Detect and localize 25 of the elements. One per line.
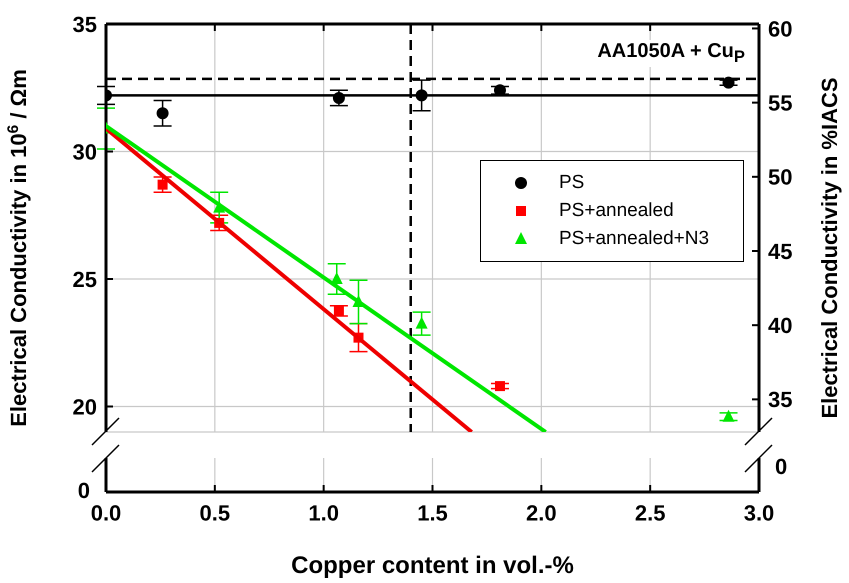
y2-tick-label: 45 (768, 238, 792, 264)
annotation: AA1050A + Cu$_{P}$ (593, 40, 749, 67)
y-tick-label: 20 (72, 394, 97, 420)
legend-label: PS+annealed+N3 (559, 228, 710, 250)
x-tick-label: 2.0 (526, 500, 557, 526)
y-tick-label: 30 (72, 139, 97, 164)
text: 0 (775, 454, 788, 479)
x-tick-label: 1.0 (308, 500, 339, 526)
legend-label: PS+annealed (559, 200, 674, 222)
text: 0 (78, 478, 90, 503)
y2-tick-label: 55 (768, 90, 792, 116)
y-tick-label: 25 (72, 266, 97, 292)
legend-label: PS (559, 172, 584, 194)
y2-tick-label: 60 (768, 16, 792, 42)
x-axis-title: Copper content in vol.-% (291, 552, 574, 579)
y2-axis-title: Electrical Conductivity in %IACS (817, 77, 842, 419)
x-tick-label: 1.5 (417, 500, 448, 526)
x-tick-label: 0.0 (90, 500, 122, 526)
y2-tick-label: 40 (768, 312, 792, 338)
x-tick-label: 2.5 (634, 500, 666, 526)
x-tick-label: 3.0 (744, 500, 774, 526)
x-tick-label: 0.5 (200, 500, 230, 526)
y2-tick-label: 35 (768, 387, 792, 412)
y2-tick-label: 50 (768, 164, 792, 190)
y-tick-label: 35 (72, 12, 97, 37)
